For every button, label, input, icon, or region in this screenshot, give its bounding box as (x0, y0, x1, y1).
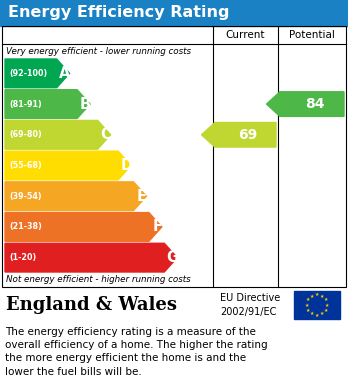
Polygon shape (5, 120, 111, 149)
Text: C: C (101, 127, 111, 142)
Text: EU Directive: EU Directive (220, 293, 280, 303)
Text: ★: ★ (324, 308, 328, 312)
Text: (92-100): (92-100) (9, 69, 47, 78)
Polygon shape (5, 182, 147, 211)
Text: ★: ★ (320, 311, 324, 316)
Text: The energy efficiency rating is a measure of the
overall efficiency of a home. T: The energy efficiency rating is a measur… (5, 327, 268, 377)
Bar (0, 323, 348, 391)
Text: ★: ★ (315, 292, 319, 298)
Text: (39-54): (39-54) (9, 192, 42, 201)
Text: ★: ★ (305, 303, 309, 307)
Polygon shape (5, 90, 90, 118)
Text: B: B (80, 97, 91, 111)
Text: Energy Efficiency Rating: Energy Efficiency Rating (8, 5, 229, 20)
Text: (1-20): (1-20) (9, 253, 36, 262)
Text: Not energy efficient - higher running costs: Not energy efficient - higher running co… (6, 276, 191, 285)
Text: (69-80): (69-80) (9, 130, 42, 139)
Text: ★: ★ (315, 312, 319, 317)
Text: Current: Current (226, 30, 265, 40)
Polygon shape (5, 59, 70, 88)
Bar (294, 291, 340, 319)
Text: (21-38): (21-38) (9, 222, 42, 231)
Text: ★: ★ (324, 298, 328, 303)
Polygon shape (201, 122, 276, 147)
Text: ★: ★ (310, 311, 314, 316)
Polygon shape (5, 213, 162, 241)
Text: 69: 69 (239, 128, 258, 142)
Text: F: F (152, 219, 162, 235)
Bar (0, 287, 348, 323)
Text: ★: ★ (306, 298, 310, 303)
Text: ★: ★ (325, 303, 329, 307)
Polygon shape (267, 92, 344, 117)
Text: England & Wales: England & Wales (6, 296, 177, 314)
Text: D: D (120, 158, 133, 173)
Text: 84: 84 (305, 97, 324, 111)
Text: ★: ★ (310, 294, 314, 299)
Bar (0, 0, 348, 26)
Text: (55-68): (55-68) (9, 161, 42, 170)
Text: ★: ★ (306, 308, 310, 312)
Text: A: A (60, 66, 71, 81)
Polygon shape (5, 151, 131, 180)
Polygon shape (5, 243, 177, 272)
Text: 2002/91/EC: 2002/91/EC (220, 307, 276, 317)
Text: (81-91): (81-91) (9, 100, 42, 109)
Text: Very energy efficient - lower running costs: Very energy efficient - lower running co… (6, 47, 191, 56)
Text: ★: ★ (320, 294, 324, 299)
Text: Potential: Potential (289, 30, 335, 40)
Text: E: E (137, 189, 147, 204)
Text: G: G (167, 250, 179, 265)
Bar (2, 26, 346, 287)
